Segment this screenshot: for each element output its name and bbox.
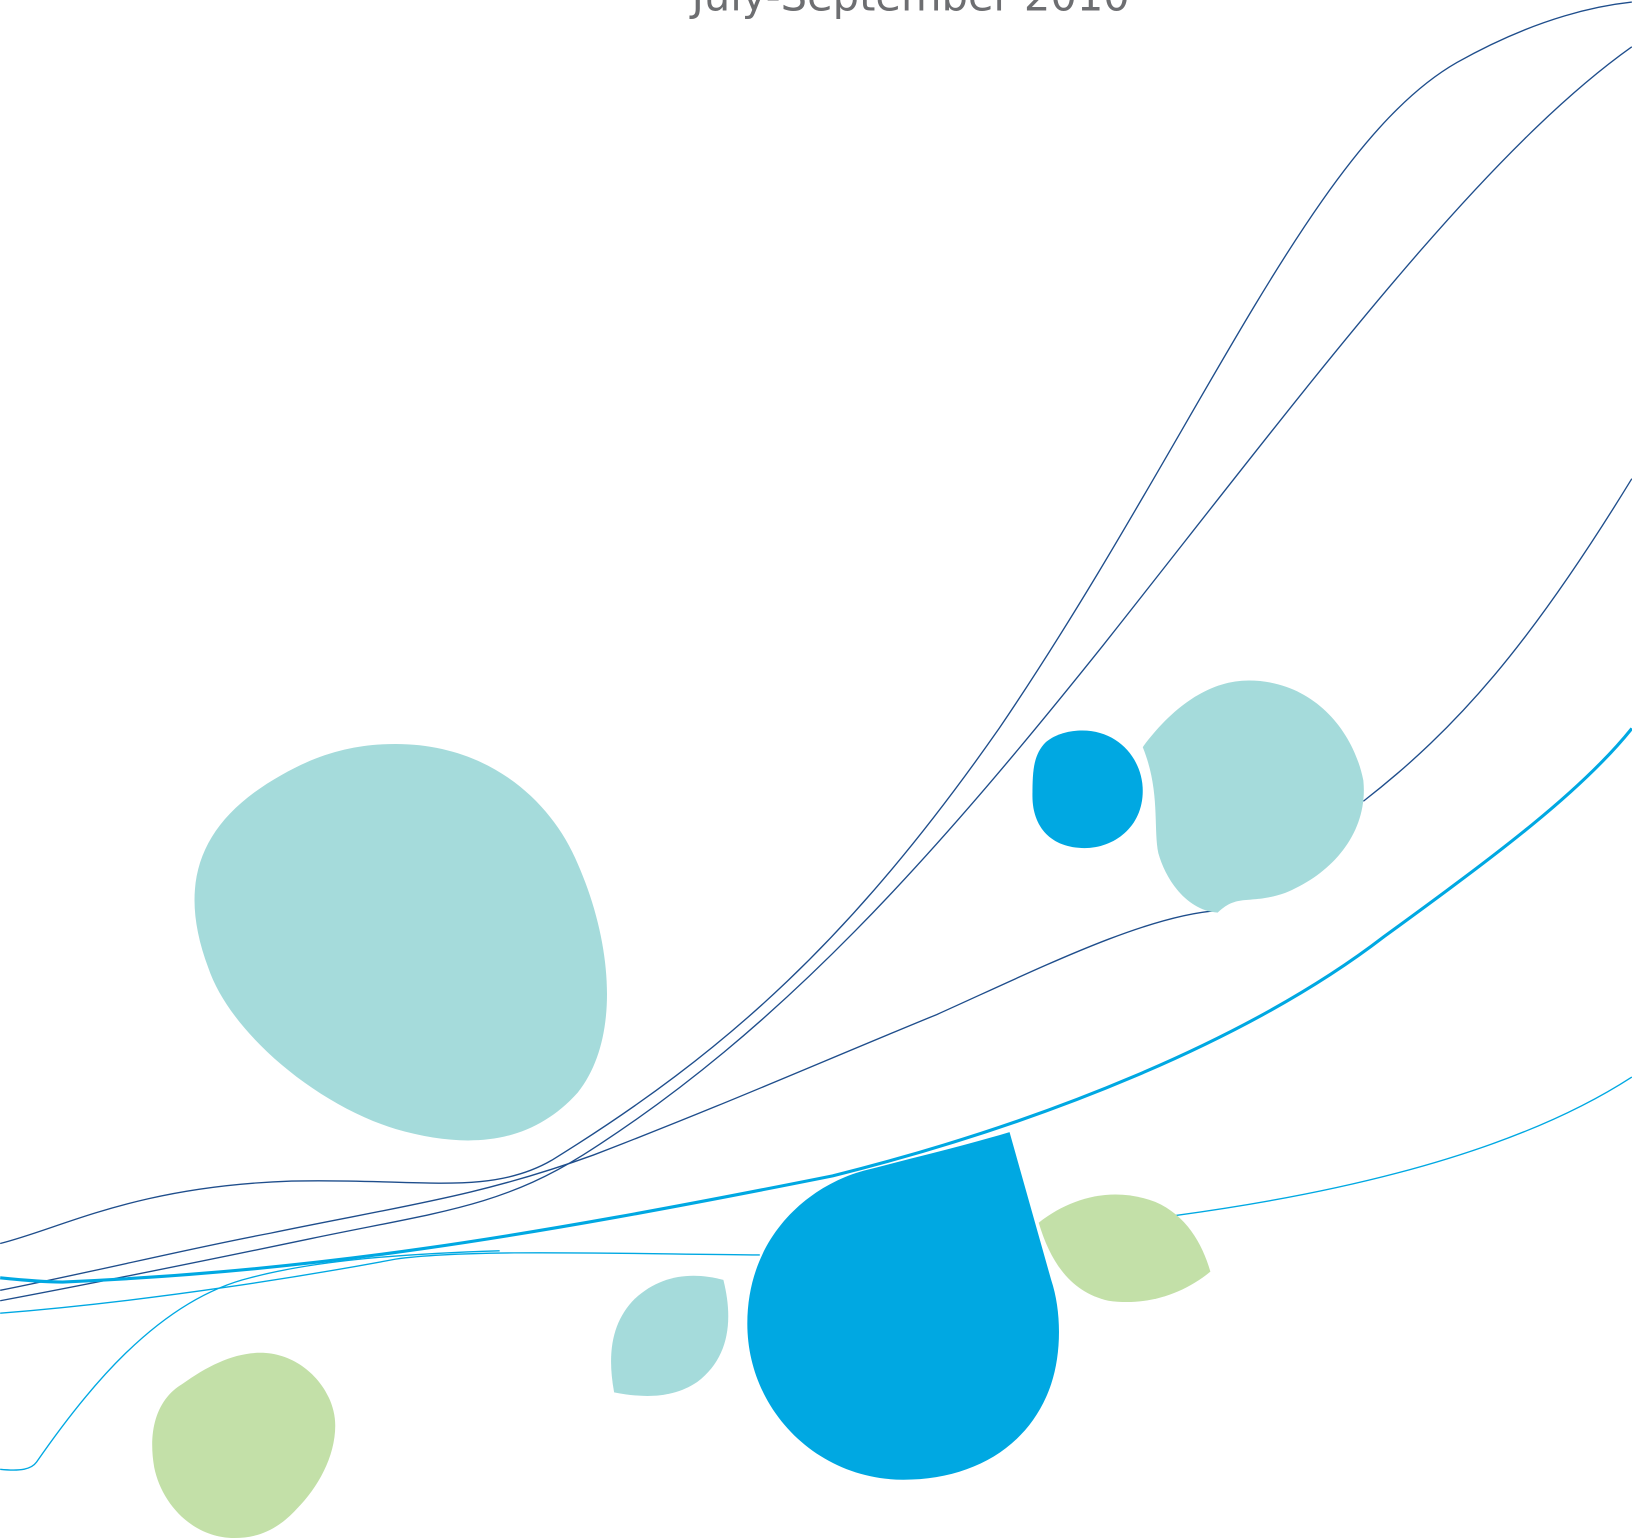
blob [1142, 680, 1364, 913]
blob [194, 744, 608, 1141]
blob [611, 1275, 729, 1396]
blob [152, 1352, 336, 1538]
blob [747, 1132, 1059, 1480]
curve-main [0, 727, 1632, 1284]
curves-dark [0, 1, 1632, 1302]
blob [1038, 1194, 1211, 1303]
blob [1032, 730, 1143, 849]
curves-light [0, 1076, 1632, 1471]
period: July-September 2010 [689, 0, 1130, 20]
